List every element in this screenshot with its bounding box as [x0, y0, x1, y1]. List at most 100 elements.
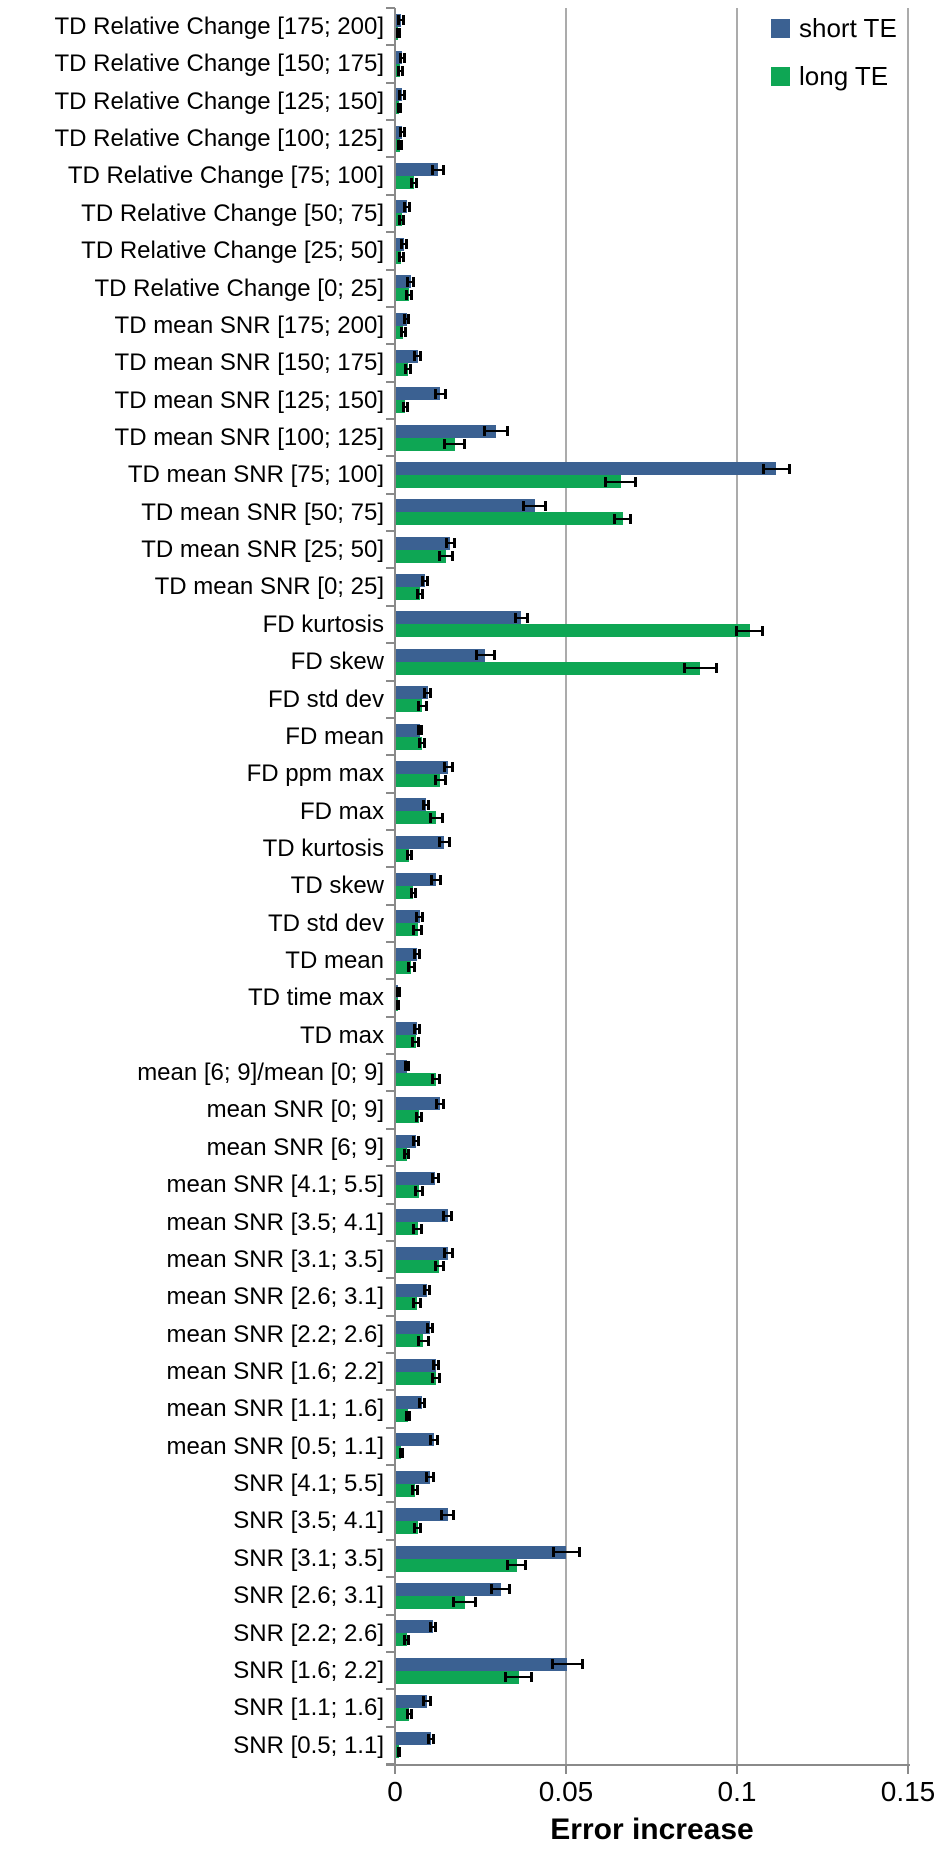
bar-long-te [395, 1633, 407, 1647]
category-label: FD mean [285, 722, 384, 750]
error-bar-line [413, 928, 423, 931]
y-axis-tick [386, 828, 395, 831]
bar-short-te [395, 387, 441, 401]
error-bar-line [410, 891, 417, 894]
y-axis-tick [386, 417, 395, 420]
error-bar-cap [433, 1261, 437, 1272]
category-label: mean SNR [3.1; 3.5] [166, 1245, 384, 1273]
error-bar-line [476, 654, 495, 657]
bar-short-te [395, 723, 420, 737]
bar-short-te [395, 1246, 449, 1260]
error-bar-cap [492, 650, 496, 661]
error-bar-line [399, 131, 405, 134]
gridline-0.05 [565, 8, 567, 1764]
error-bar-line [400, 331, 406, 334]
bar-short-te [395, 835, 445, 849]
bar-short-te [395, 1358, 437, 1372]
category-label: TD Relative Change [175; 200] [54, 13, 384, 40]
error-bar-cap [420, 924, 424, 935]
error-bar-line [417, 1339, 429, 1342]
category-label: TD Relative Change [150; 175] [54, 50, 384, 78]
error-bar-cap [714, 663, 718, 674]
error-bar-line [604, 480, 637, 483]
error-bar-cap [395, 28, 399, 39]
error-bar-cap [407, 201, 411, 212]
y-axis-tick [386, 791, 395, 794]
y-axis-tick [386, 1389, 395, 1392]
bar-long-te [395, 661, 701, 675]
legend-item-long-te: long TE [771, 61, 897, 92]
error-bar-cap [404, 364, 408, 375]
error-bar-cap [417, 1023, 421, 1034]
bar-short-te [395, 873, 437, 886]
y-axis-tick [386, 1053, 395, 1056]
error-bar-cap [398, 28, 402, 39]
error-bar-cap [407, 314, 411, 325]
error-bar-line [406, 1713, 413, 1716]
error-bar-cap [435, 1434, 439, 1445]
error-bar-cap [613, 513, 617, 524]
category-label: TD mean SNR [50; 75] [141, 498, 384, 526]
error-bar-cap [524, 1560, 528, 1570]
error-bar-line [414, 1526, 421, 1529]
error-bar-cap [450, 762, 454, 773]
error-bar-cap [420, 1111, 424, 1122]
error-bar-cap [398, 1746, 402, 1757]
error-bar-cap [410, 1485, 414, 1496]
error-bar-line [431, 1078, 441, 1081]
error-bar-cap [761, 463, 765, 474]
error-bar-line [417, 729, 422, 732]
y-axis-tick [386, 1202, 395, 1205]
bar-short-te [395, 798, 426, 812]
category-label: FD max [300, 797, 384, 825]
y-axis-tick [386, 455, 395, 458]
error-bar-cap [490, 1584, 494, 1595]
error-bar-line [434, 392, 446, 395]
error-bar-cap [442, 1210, 446, 1221]
error-bar-cap [441, 1098, 445, 1109]
error-bar-cap [412, 962, 416, 973]
error-bar-cap [522, 500, 526, 511]
error-bar-cap [432, 1733, 436, 1744]
x-axis-tick [736, 1766, 738, 1774]
error-bar-cap [420, 1186, 424, 1197]
y-axis-tick [386, 1688, 395, 1691]
y-axis-tick [386, 119, 395, 122]
bar-short-te [395, 1620, 433, 1634]
error-bar-cap [440, 1509, 444, 1520]
bar-short-te [395, 760, 449, 774]
bar-long-te [395, 1035, 416, 1049]
error-bar-cap [397, 999, 401, 1010]
error-bar-cap [398, 1447, 402, 1458]
category-label: SNR [2.6; 3.1] [233, 1582, 384, 1610]
error-bar-line [415, 1115, 422, 1118]
bar-long-te [395, 699, 423, 713]
category-label: SNR [4.1; 5.5] [233, 1470, 384, 1498]
error-bar-cap [413, 949, 417, 960]
category-label: mean SNR [2.2; 2.6] [166, 1320, 384, 1348]
error-bar-cap [463, 439, 467, 450]
error-bar-cap [407, 1634, 411, 1645]
bar-short-te [395, 1097, 441, 1111]
x-axis-tick [394, 1766, 396, 1774]
bar-long-te [395, 1072, 437, 1086]
error-bar-line [552, 1551, 581, 1553]
error-bar-line [423, 1700, 431, 1703]
error-bar-cap [412, 1223, 416, 1234]
error-bar-cap [402, 214, 406, 225]
error-bar-line [411, 1489, 418, 1492]
error-bar-cap [399, 327, 403, 338]
y-axis-tick [386, 1239, 395, 1242]
error-bar-cap [423, 1285, 427, 1296]
error-bar-cap [426, 575, 430, 586]
error-bar-line [413, 1140, 420, 1143]
error-bar-cap [416, 1335, 420, 1346]
error-bar-cap [395, 999, 399, 1010]
error-bar-cap [414, 1111, 418, 1122]
error-bar-cap [412, 351, 416, 362]
error-bar-cap [417, 738, 421, 749]
bar-short-te [395, 1396, 423, 1410]
error-bar-line [436, 1102, 444, 1105]
error-bar-cap [416, 725, 420, 736]
error-bar-line [400, 243, 407, 246]
